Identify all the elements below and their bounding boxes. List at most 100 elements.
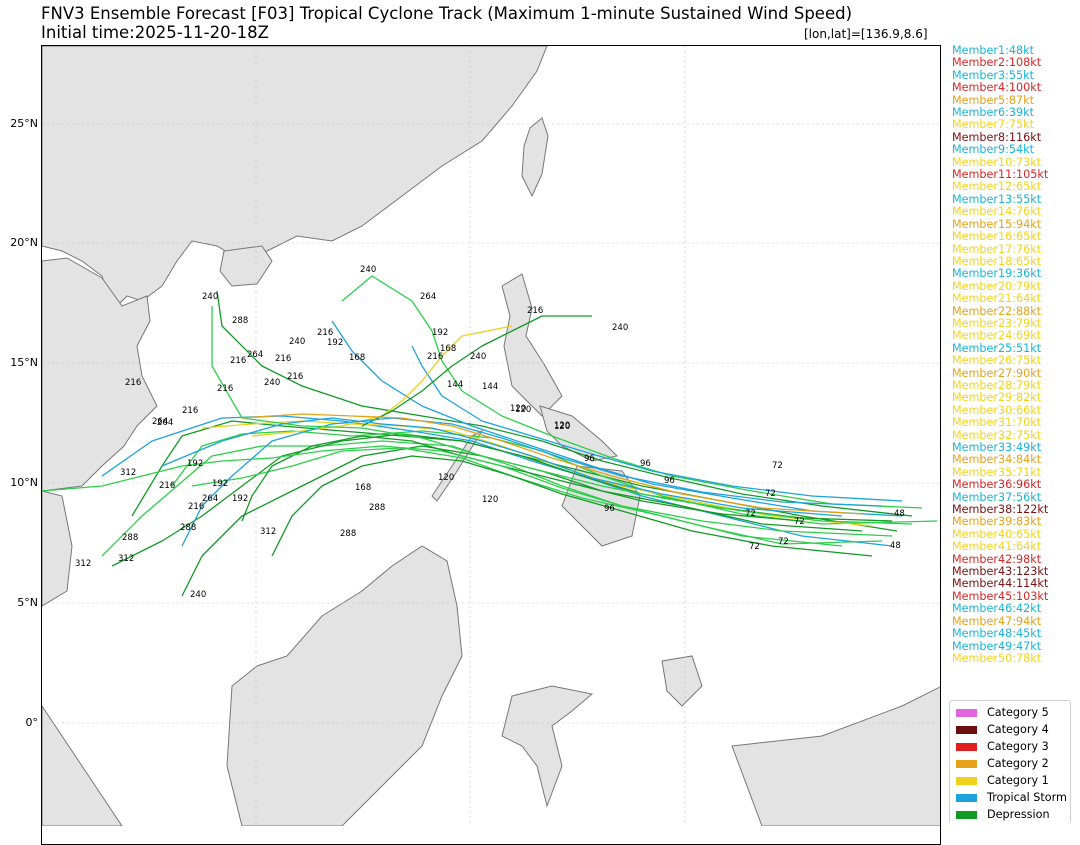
halmahera xyxy=(661,655,703,707)
member-entry: Member41:64kt xyxy=(952,540,1042,554)
member-entry: Member31:70kt xyxy=(952,416,1042,430)
member-entry: Member13:55kt xyxy=(952,192,1042,206)
member-entry: Member33:49kt xyxy=(952,441,1042,454)
legend-label: Tropical Storm xyxy=(987,791,1067,804)
svg-text:312: 312 xyxy=(120,468,136,478)
track-labels: 240 264 216 240 288 240 216 192 264 216 … xyxy=(75,265,905,600)
legend-label: Category 3 xyxy=(987,740,1049,753)
member-entry: Member14:76kt xyxy=(952,205,1042,219)
legend-swatch xyxy=(956,776,977,785)
svg-text:120: 120 xyxy=(438,473,454,483)
svg-text:312: 312 xyxy=(118,554,134,564)
svg-text:240: 240 xyxy=(470,352,486,362)
legend-label: Category 5 xyxy=(987,706,1049,719)
svg-text:264: 264 xyxy=(247,350,263,360)
member-entry: Member6:39kt xyxy=(952,106,1035,120)
svg-text:120: 120 xyxy=(482,495,498,505)
svg-text:72: 72 xyxy=(745,509,756,519)
member-entry: Member25:51kt xyxy=(952,341,1042,355)
svg-text:216: 216 xyxy=(182,406,198,416)
member-entry: Member5:87kt xyxy=(952,93,1035,107)
svg-text:312: 312 xyxy=(75,559,91,569)
chart-title: FNV3 Ensemble Forecast [F03] Tropical Cy… xyxy=(41,4,853,23)
lat-label-10n: 10°N xyxy=(10,476,38,489)
lat-label-15n: 15°N xyxy=(10,356,38,369)
taiwan xyxy=(521,117,549,198)
member-entry: Member43:123kt xyxy=(952,565,1049,579)
member-entry: Member30:66kt xyxy=(952,403,1042,417)
mindanao xyxy=(561,465,641,547)
legend-label: Depression xyxy=(987,808,1050,821)
member-entry: Member1:48kt xyxy=(952,44,1035,57)
map-canvas: 240 264 216 240 288 240 216 192 264 216 … xyxy=(42,46,940,826)
visayas xyxy=(539,405,619,462)
svg-text:264: 264 xyxy=(152,417,168,427)
svg-text:120: 120 xyxy=(510,404,526,414)
borneo xyxy=(226,545,463,826)
member-entry: Member23:79kt xyxy=(952,316,1042,330)
svg-text:192: 192 xyxy=(432,328,448,338)
svg-text:240: 240 xyxy=(360,265,376,275)
new-guinea xyxy=(731,686,940,826)
member-entry: Member22:88kt xyxy=(952,304,1042,318)
svg-text:72: 72 xyxy=(765,489,776,499)
member-entry: Member50:78kt xyxy=(952,651,1042,665)
member-entry: Member35:71kt xyxy=(952,465,1042,479)
member-entry: Member9:54kt xyxy=(952,143,1035,157)
member-entry: Member8:116kt xyxy=(952,130,1042,144)
ensemble-tracks xyxy=(42,275,938,597)
svg-text:192: 192 xyxy=(212,479,228,489)
svg-text:264: 264 xyxy=(420,292,436,302)
svg-text:288: 288 xyxy=(122,533,138,543)
svg-text:216: 216 xyxy=(230,356,246,366)
member-entry: Member37:56kt xyxy=(952,490,1042,504)
legend-row-category-3: Category 3 xyxy=(956,738,1070,755)
member-entry: Member39:83kt xyxy=(952,515,1042,529)
member-entry: Member47:94kt xyxy=(952,614,1042,628)
member-entry: Member36:96kt xyxy=(952,478,1042,492)
svg-text:144: 144 xyxy=(447,380,463,390)
member-entry: Member19:36kt xyxy=(952,267,1042,281)
svg-text:240: 240 xyxy=(289,337,305,347)
legend-label: Category 2 xyxy=(987,757,1049,770)
svg-text:288: 288 xyxy=(232,316,248,326)
legend-row-category-2: Category 2 xyxy=(956,755,1070,772)
member-entry: Member26:75kt xyxy=(952,354,1042,368)
svg-text:192: 192 xyxy=(327,338,343,348)
legend-swatch xyxy=(956,810,977,819)
svg-text:216: 216 xyxy=(527,306,543,316)
member-entry: Member10:73kt xyxy=(952,155,1042,169)
lat-label-5n: 5°N xyxy=(17,596,38,609)
member-entry: Member27:90kt xyxy=(952,366,1042,380)
svg-text:48: 48 xyxy=(894,509,905,519)
legend-swatch xyxy=(956,725,977,734)
member-entry: Member15:94kt xyxy=(952,217,1042,231)
member-entry: Member24:69kt xyxy=(952,329,1042,343)
lat-label-25n: 25°N xyxy=(10,117,38,130)
svg-text:216: 216 xyxy=(287,372,303,382)
svg-text:216: 216 xyxy=(317,328,333,338)
member-entry: Member40:65kt xyxy=(952,527,1042,541)
member-entry: Member46:42kt xyxy=(952,602,1042,616)
svg-text:216: 216 xyxy=(427,352,443,362)
svg-text:168: 168 xyxy=(355,483,371,493)
svg-text:216: 216 xyxy=(125,378,141,388)
legend-row-tropical-storm: Tropical Storm xyxy=(956,789,1070,806)
member-entry: Member45:103kt xyxy=(952,589,1049,603)
svg-text:96: 96 xyxy=(664,476,675,486)
member-entry: Member16:65kt xyxy=(952,230,1042,244)
legend-swatch xyxy=(956,708,977,717)
map-panel[interactable]: 240 264 216 240 288 240 216 192 264 216 … xyxy=(41,45,941,845)
svg-text:192: 192 xyxy=(187,459,203,469)
svg-text:264: 264 xyxy=(202,494,218,504)
svg-text:96: 96 xyxy=(604,504,615,514)
member-entry: Member44:114kt xyxy=(952,577,1049,591)
svg-text:72: 72 xyxy=(772,461,783,471)
member-entry: Member17:76kt xyxy=(952,242,1042,256)
svg-text:312: 312 xyxy=(260,527,276,537)
svg-text:72: 72 xyxy=(749,542,760,552)
member-entry: Member28:79kt xyxy=(952,378,1042,392)
member-entry: Member3:55kt xyxy=(952,68,1035,82)
svg-text:216: 216 xyxy=(217,384,233,394)
legend-swatch xyxy=(956,759,977,768)
